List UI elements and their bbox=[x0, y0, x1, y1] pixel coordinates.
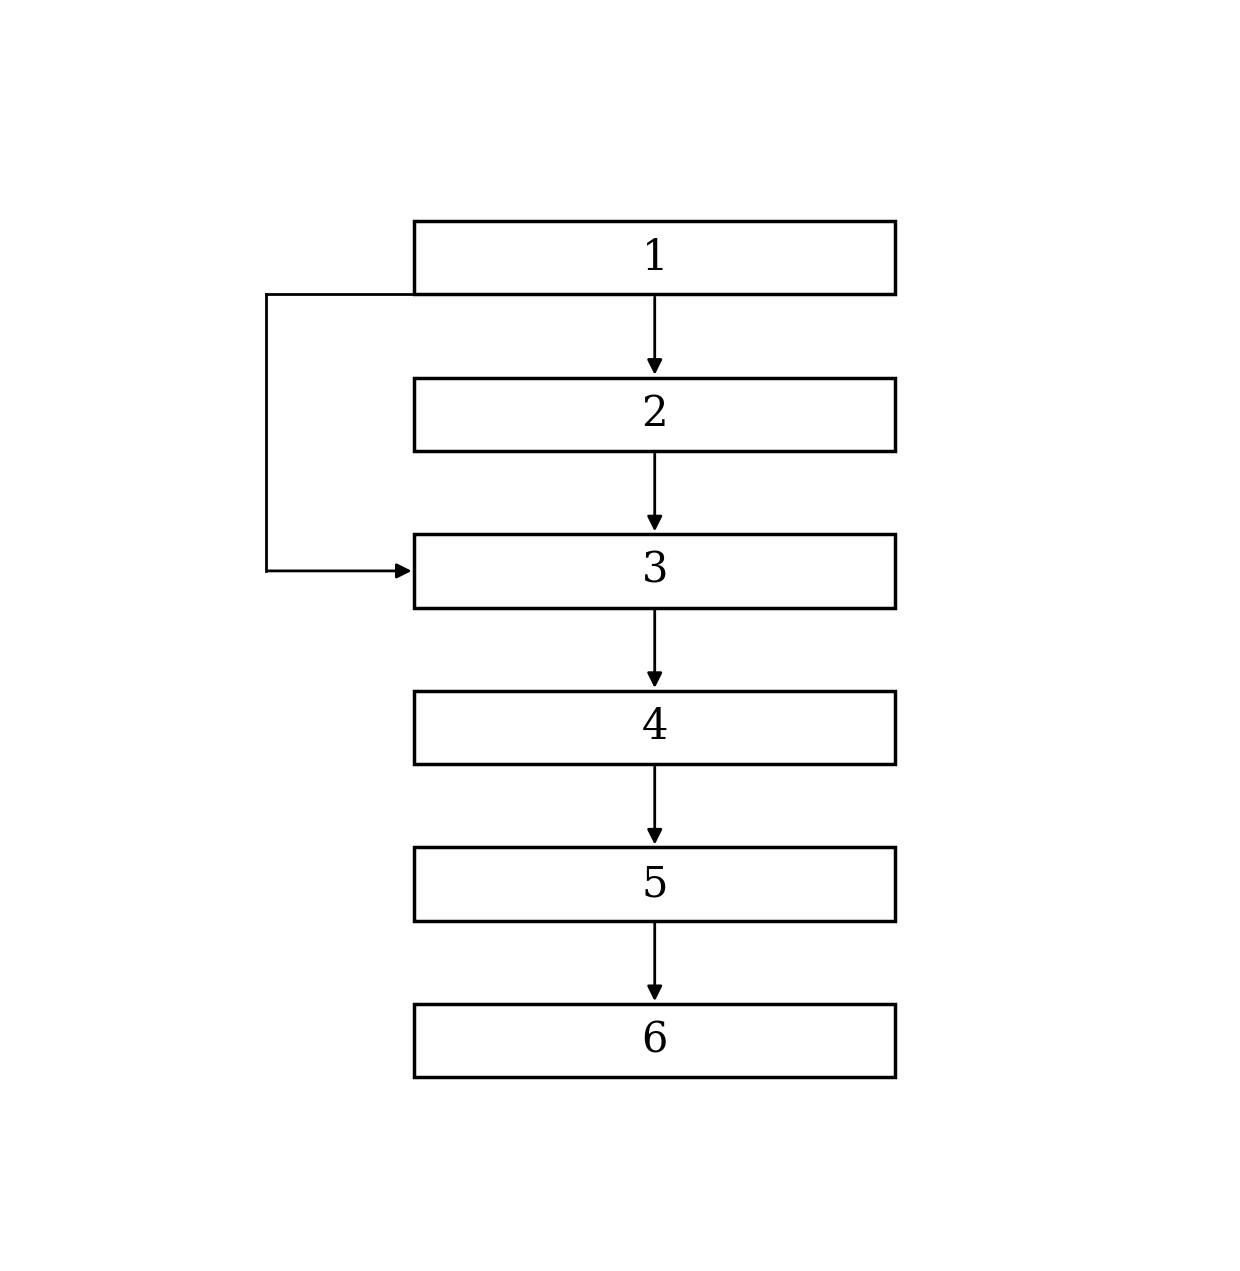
Bar bbox=[414, 691, 895, 764]
Text: 1: 1 bbox=[641, 236, 668, 278]
Text: 4: 4 bbox=[641, 707, 668, 749]
Text: 3: 3 bbox=[641, 550, 668, 592]
Bar bbox=[414, 377, 895, 451]
Text: 2: 2 bbox=[641, 393, 668, 435]
Bar bbox=[414, 534, 895, 608]
Bar bbox=[414, 1004, 895, 1078]
Text: 6: 6 bbox=[641, 1019, 668, 1061]
Bar bbox=[414, 848, 895, 920]
Bar bbox=[414, 221, 895, 295]
Text: 5: 5 bbox=[641, 863, 668, 905]
